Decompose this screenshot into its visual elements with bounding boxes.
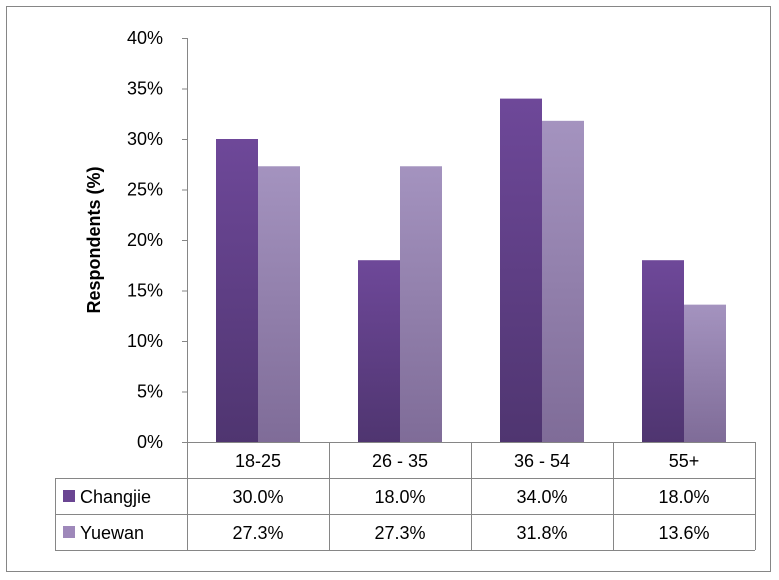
y-tick-label: 30% [127,129,163,149]
y-tick-label: 20% [127,230,163,250]
bars [216,98,726,442]
data-label-changjie: 18.0% [374,487,425,507]
bar-yuewan-0 [258,166,300,442]
data-table: 18-25 26 - 35 36 - 54 55+ Changjie 30.0% 18.0%… [55,442,756,551]
legend-label-yuewan: Yuewan [80,523,144,543]
bar-changjie-3 [642,260,684,442]
bar-changjie-1 [358,260,400,442]
bar-changjie-0 [216,139,258,442]
y-tick-label: 40% [127,28,163,48]
y-tick-label: 35% [127,79,163,99]
category-label: 26 - 35 [372,451,428,471]
data-label-yuewan: 27.3% [374,523,425,543]
legend-key-yuewan [63,526,75,538]
category-label: 18-25 [235,451,281,471]
y-tick-label: 5% [137,382,163,402]
legend-label-changjie: Changjie [80,487,151,507]
bar-yuewan-1 [400,166,442,442]
data-label-changjie: 30.0% [232,487,283,507]
y-tick-label: 10% [127,331,163,351]
data-label-changjie: 34.0% [516,487,567,507]
category-label: 55+ [669,451,700,471]
bar-changjie-2 [500,98,542,442]
y-axis-title: Respondents (%) [84,166,104,313]
bar-yuewan-2 [542,120,584,442]
chart-border [6,6,771,572]
bar-yuewan-3 [684,304,726,442]
data-label-yuewan: 31.8% [516,523,567,543]
data-label-changjie: 18.0% [658,487,709,507]
y-tick-label: 25% [127,180,163,200]
y-tick-label: 15% [127,281,163,301]
data-label-yuewan: 27.3% [232,523,283,543]
category-label: 36 - 54 [514,451,570,471]
data-label-yuewan: 13.6% [658,523,709,543]
legend-key-changjie [63,490,75,502]
y-axis-ticks: 0% 5% 10% 15% 20% 25% 30% 35% 40% [127,28,188,452]
y-tick-label: 0% [137,432,163,452]
